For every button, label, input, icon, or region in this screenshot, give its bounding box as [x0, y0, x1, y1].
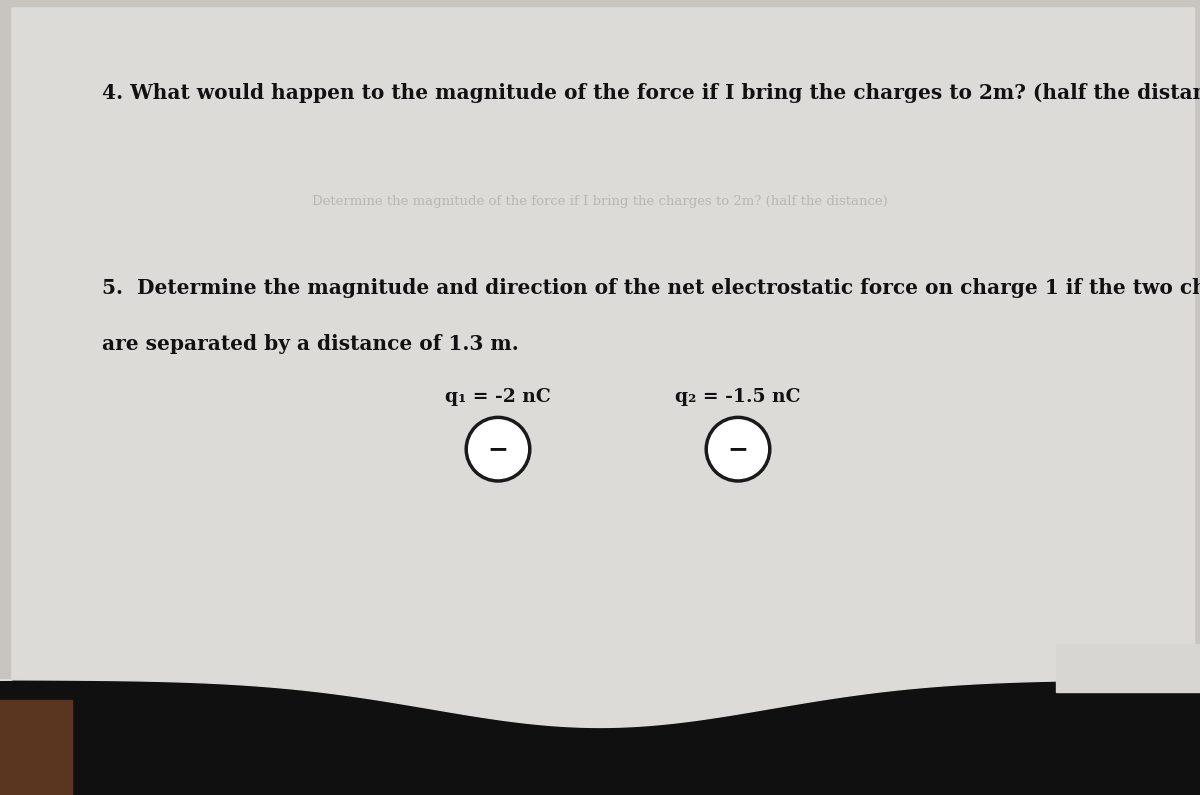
Ellipse shape — [706, 417, 770, 481]
Bar — [1056, 644, 1200, 692]
Polygon shape — [0, 8, 1200, 727]
Text: q₂ = -1.5 nC: q₂ = -1.5 nC — [676, 389, 800, 406]
Text: 4. What would happen to the magnitude of the force if I bring the charges to 2m?: 4. What would happen to the magnitude of… — [102, 83, 1200, 103]
Bar — [12, 8, 1194, 680]
Text: −: − — [487, 437, 509, 461]
Text: Determine the magnitude of the force if I bring the charges to 2m? (half the dis: Determine the magnitude of the force if … — [312, 195, 888, 207]
Bar — [0, 700, 72, 795]
Text: −: − — [727, 437, 749, 461]
Ellipse shape — [466, 417, 530, 481]
Text: are separated by a distance of 1.3 m.: are separated by a distance of 1.3 m. — [102, 334, 518, 354]
Text: q₁ = -2 nC: q₁ = -2 nC — [445, 389, 551, 406]
Bar — [0, 680, 1200, 795]
Text: 5.  Determine the magnitude and direction of the net electrostatic force on char: 5. Determine the magnitude and direction… — [102, 278, 1200, 298]
